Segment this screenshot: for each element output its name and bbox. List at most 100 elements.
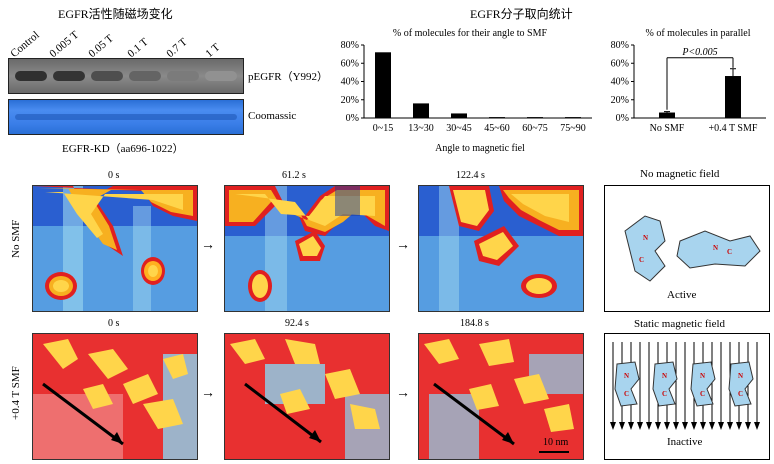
coomassie-blot: [8, 99, 244, 135]
scale-bar-label: 10 nm: [543, 437, 569, 448]
blot-band: [53, 71, 85, 81]
afm-frame-smf-0s: [32, 333, 198, 460]
y-tick-label: 20%: [341, 95, 359, 106]
blot-band: [91, 71, 123, 81]
field-arrowhead: [745, 422, 751, 430]
field-arrowhead: [646, 422, 652, 430]
protein-shape: [614, 361, 640, 407]
arrow-r2-2: →: [396, 386, 410, 401]
field-arrowhead: [736, 422, 742, 430]
protein-shape: [728, 361, 754, 407]
row2-time-2: 92.4 s: [285, 318, 309, 329]
box1-label: Active: [667, 289, 697, 301]
stats-title: EGFR分子取向统计: [470, 7, 573, 21]
x-tick-label: 60~75: [522, 123, 547, 134]
angle-chart-title: % of molecules for their angle to SMF: [393, 28, 548, 39]
lane-label: 0.7 T: [164, 36, 190, 60]
bar: [565, 117, 581, 118]
blot-caption: EGFR-KD（aa696-1022）: [62, 143, 184, 155]
blot-band: [129, 71, 161, 81]
box1-n1: N: [643, 234, 649, 242]
row1-time-1: 0 s: [108, 170, 120, 181]
pegfr-label: pEGFR（Y992）: [248, 71, 329, 83]
protein-n: N: [738, 372, 743, 380]
afm-frame-no-smf-122s: [418, 185, 584, 312]
blot-band: [205, 71, 237, 81]
x-tick-label: +0.4 T SMF: [709, 123, 758, 134]
row1-time-3: 122.4 s: [456, 170, 485, 181]
protein-n: N: [662, 372, 667, 380]
field-arrowhead: [619, 422, 625, 430]
field-arrowhead: [610, 422, 616, 430]
parallel-chart-title: % of molecules in parallel: [646, 28, 751, 39]
box1-title: No magnetic field: [640, 168, 720, 180]
no-field-schematic: N C N C Active: [604, 185, 770, 312]
blot-band: [167, 71, 199, 81]
field-arrowhead: [628, 422, 634, 430]
protein-n: N: [624, 372, 629, 380]
bar: [725, 76, 741, 118]
x-tick-label: No SMF: [650, 123, 685, 134]
protein-n: N: [700, 372, 705, 380]
field-arrowhead: [700, 422, 706, 430]
bar: [527, 117, 543, 118]
x-tick-label: 75~90: [560, 123, 585, 134]
angle-chart-xlabel: Angle to magnetic fiel: [435, 143, 525, 154]
angle-bar-chart: % of molecules for their angle to SMF 0%…: [341, 28, 592, 154]
field-arrowhead: [655, 422, 661, 430]
y-tick-label: 60%: [341, 58, 359, 69]
parallel-bar-chart: % of molecules in parallel 0% 20% 40% 60% 80…: [611, 28, 766, 134]
y-tick-label: 0%: [346, 113, 359, 124]
protein-c: C: [700, 390, 705, 398]
x-tick-label: 30~45: [446, 123, 471, 134]
field-arrowhead: [682, 422, 688, 430]
protein-c: C: [624, 390, 629, 398]
y-tick-label: 40%: [341, 77, 359, 88]
x-tick-label: 13~30: [408, 123, 433, 134]
field-arrowhead: [637, 422, 643, 430]
bar: [489, 117, 505, 118]
box1-c2: C: [727, 248, 733, 256]
afm-frame-smf-92s: [224, 333, 390, 460]
coomassie-label: Coomassic: [248, 110, 297, 122]
field-arrowhead: [718, 422, 724, 430]
row2-time-1: 0 s: [108, 318, 120, 329]
x-tick-label: 0~15: [373, 123, 393, 134]
static-field-schematic: N C N C N C N C Inactive: [604, 333, 770, 460]
arrow-r1-1: →: [201, 238, 215, 253]
field-arrowhead: [673, 422, 679, 430]
field-arrowhead: [727, 422, 733, 430]
row1-label: No SMF: [10, 219, 22, 258]
afm-frame-no-smf-61s: [224, 185, 390, 312]
bar: [659, 112, 675, 118]
x-tick-label: 45~60: [484, 123, 509, 134]
bar: [375, 52, 391, 118]
lane-label: 0.005 T: [47, 28, 82, 60]
afm-frame-smf-184s: [418, 333, 584, 460]
field-arrowhead: [691, 422, 697, 430]
pegfr-blot: [8, 58, 244, 94]
field-arrowhead: [664, 422, 670, 430]
y-tick-label: 80%: [341, 40, 359, 51]
protein-shape: [652, 361, 678, 407]
protein-shape: [690, 361, 716, 407]
blot-band: [15, 71, 47, 81]
row2-label: +0.4 T SMF: [10, 366, 22, 420]
y-tick-label: 80%: [611, 40, 629, 51]
y-tick-label: 40%: [611, 77, 629, 88]
row2-time-3: 184.8 s: [460, 318, 489, 329]
lane-label: 0.05 T: [86, 32, 116, 60]
row1-time-2: 61.2 s: [282, 170, 306, 181]
protein-c: C: [662, 390, 667, 398]
field-arrowhead: [754, 422, 760, 430]
y-tick-label: 20%: [611, 95, 629, 106]
arrow-r1-2: →: [396, 238, 410, 253]
bar: [413, 103, 429, 118]
arrow-r2-1: →: [201, 386, 215, 401]
box1-c1: C: [639, 256, 645, 264]
box1-n2: N: [713, 244, 719, 252]
blot-title: EGFR活性随磁场变化: [58, 7, 173, 21]
bar: [451, 113, 467, 118]
y-tick-label: 60%: [611, 58, 629, 69]
y-tick-label: 0%: [616, 113, 629, 124]
